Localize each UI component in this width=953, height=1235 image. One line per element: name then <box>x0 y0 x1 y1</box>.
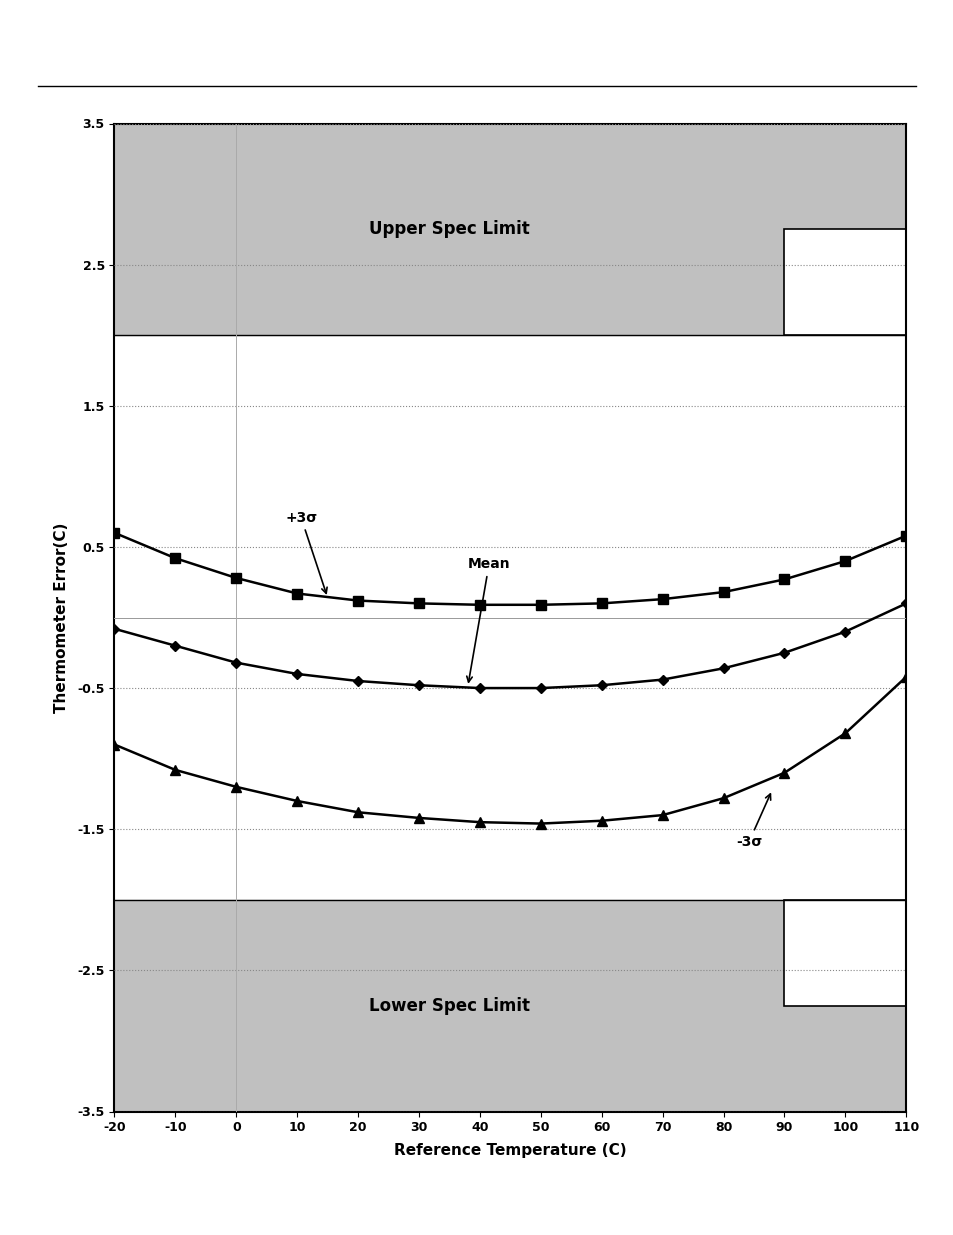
Text: Upper Spec Limit: Upper Spec Limit <box>369 220 529 238</box>
Text: Mean: Mean <box>466 557 510 682</box>
Bar <box>783 230 905 335</box>
Y-axis label: Thermometer Error(C): Thermometer Error(C) <box>54 522 69 713</box>
Text: -3σ: -3σ <box>735 794 770 850</box>
Bar <box>783 900 905 1005</box>
Text: +3σ: +3σ <box>285 510 327 593</box>
Bar <box>783 900 905 1005</box>
Bar <box>783 230 905 335</box>
X-axis label: Reference Temperature (C): Reference Temperature (C) <box>394 1142 626 1157</box>
Text: Lower Spec Limit: Lower Spec Limit <box>369 997 530 1015</box>
